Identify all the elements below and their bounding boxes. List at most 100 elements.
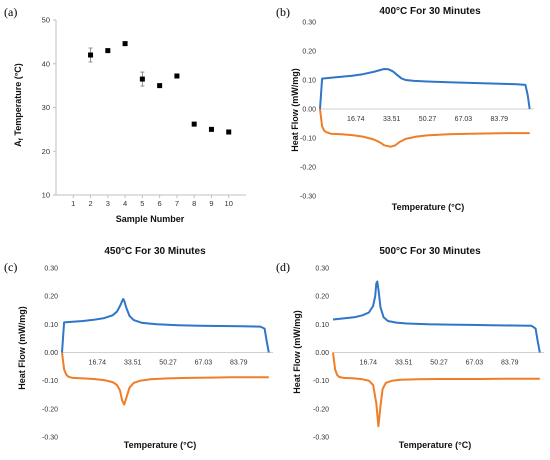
panel-c-y-tick-label: 0.10 (44, 322, 58, 329)
panel-a-y-axis-label-main: A (13, 140, 23, 147)
panel-b-series-line-1 (319, 68, 531, 110)
panel-a-data-point (226, 129, 232, 135)
panel-a-x-tick-label: 5 (140, 199, 144, 208)
panel-c-y-ticks: 0.30 0.20 0.10 0.00 -0.10 -0.20 -0.30 (42, 266, 58, 442)
panel-b-x-axis-label: Temperature (°C) (392, 202, 464, 212)
panel-c-x-tick-label: 16.74 (89, 360, 107, 367)
panel-c-x-tick-label: 33.51 (124, 360, 142, 367)
panel-d-x-tick-label: 67.03 (466, 360, 484, 367)
panel-c-y-tick-label: 0.20 (44, 294, 58, 301)
panel-d-x-axis-label: Temperature (°C) (399, 440, 471, 450)
panel-c-y-tick-label: 0.00 (44, 350, 58, 357)
panel-c-title: 450°C For 30 Minutes (104, 246, 206, 257)
panel-d-x-tick-label: 83.79 (501, 360, 519, 367)
panel-a-x-tick-label: 9 (209, 199, 213, 208)
panel-d-y-ticks: 0.30 0.20 0.10 0.00 -0.10 -0.20 -0.30 (313, 266, 329, 442)
panel-a-y-tick-label: 20 (42, 147, 50, 156)
panel-c-y-axis-label: Heat Flow (mW/mg) (17, 306, 27, 390)
panel-a-x-axis-label: Sample Number (116, 214, 185, 224)
panel-a-data-point (191, 121, 197, 127)
panel-a-data-point (122, 41, 128, 47)
panel-a-data-point (157, 83, 163, 89)
panel-a-x-tick-label: 2 (88, 199, 92, 208)
panel-c-y-tick-label: 0.30 (44, 266, 58, 273)
panel-a-x-tick-label: 7 (175, 199, 179, 208)
panel-d-y-tick-label: 0.00 (315, 350, 329, 357)
panel-a-scatter-chart: (a) 10 20 30 40 50 1 2 3 4 5 6 7 8 9 10 Sample Number… (4, 5, 246, 224)
panel-label-c: (c) (4, 260, 17, 274)
panel-a-y-tick-label: 10 (42, 191, 50, 200)
panel-a-y-tick-label: 30 (42, 103, 50, 112)
panel-b-y-tick-label: 0.00 (302, 107, 316, 114)
panel-d-y-tick-label: -0.10 (313, 378, 329, 385)
panel-b-y-ticks: 0.30 0.20 0.10 0.00 -0.10 -0.20 -0.30 (300, 20, 316, 201)
panel-b-y-tick-label: 0.30 (302, 20, 316, 27)
panel-d-y-tick-label: 0.10 (315, 322, 329, 329)
panel-b-x-tick-label: 50.27 (419, 116, 437, 123)
panel-c-x-axis-label: Temperature (°C) (124, 440, 196, 450)
panel-d-y-tick-label: 0.20 (315, 294, 329, 301)
panel-d-series-line-2 (332, 352, 540, 428)
panel-a-data-point (139, 76, 145, 82)
panel-d-x-tick-label: 16.74 (360, 360, 378, 367)
panel-b-y-axis-label: Heat Flow (mW/mg) (290, 68, 300, 152)
panel-a-data-point (105, 48, 111, 54)
panel-d-series-line-1 (332, 280, 541, 353)
panel-b-y-tick-label: 0.10 (302, 78, 316, 85)
panel-b-series (319, 68, 531, 148)
panel-d-series (332, 280, 541, 428)
panel-d-y-axis-label: Heat Flow (mW/mg) (292, 310, 302, 394)
panel-b-x-tick-label: 33.51 (383, 116, 401, 123)
panel-c-x-tick-label: 83.79 (230, 360, 248, 367)
panel-d-title: 500°C For 30 Minutes (379, 246, 481, 257)
panel-d-line-chart: (d) 500°C For 30 Minutes 0.30 0.20 0.10 0.0… (276, 246, 544, 450)
panel-b-x-tick-label: 83.79 (491, 116, 509, 123)
panel-d-x-tick-label: 33.51 (395, 360, 413, 367)
panel-b-y-tick-label: -0.10 (300, 136, 316, 143)
panel-a-y-tick-label: 50 (42, 16, 50, 25)
panel-c-x-ticks: 16.74 33.51 50.27 67.03 83.79 (89, 360, 248, 367)
panel-c-series-line-2 (61, 352, 269, 406)
panel-b-y-tick-label: -0.20 (300, 165, 316, 172)
panel-b-y-tick-label: -0.30 (300, 194, 316, 201)
panel-c-y-tick-label: -0.30 (42, 435, 58, 442)
panel-a-x-tick-label: 1 (71, 199, 75, 208)
panel-label-d: (d) (276, 260, 290, 274)
panel-b-x-tick-label: 16.74 (347, 116, 365, 123)
panel-b-x-tick-label: 67.03 (455, 116, 473, 123)
panel-b-series-line-2 (319, 108, 530, 148)
panel-label-a: (a) (4, 5, 17, 19)
panel-c-series-line-1 (61, 298, 270, 353)
panel-d-x-ticks: 16.74 33.51 50.27 67.03 83.79 (360, 360, 519, 367)
panel-a-data-point (174, 73, 180, 79)
panel-a-x-ticks: 1 2 3 4 5 6 7 8 9 10 (71, 195, 233, 208)
panel-label-b: (b) (276, 5, 290, 19)
panel-b-y-tick-label: 0.20 (302, 49, 316, 56)
panel-d-y-tick-label: 0.30 (315, 266, 329, 273)
panel-c-x-tick-label: 67.03 (195, 360, 213, 367)
panel-a-x-tick-label: 3 (106, 199, 110, 208)
panel-a-data-point (208, 126, 214, 132)
panel-a-data-points (88, 41, 232, 135)
panel-d-y-tick-label: -0.30 (313, 435, 329, 442)
panel-c-series (61, 298, 270, 406)
panel-d-y-tick-label: -0.20 (313, 406, 329, 413)
panel-a-y-axis-label-rest: Temperature (°C) (13, 63, 23, 138)
panel-c-x-tick-label: 50.27 (159, 360, 177, 367)
panel-a-x-tick-label: 10 (225, 199, 233, 208)
panel-a-y-axis-label: Af Temperature (°C) (13, 63, 25, 147)
panel-c-line-chart: (c) 450°C For 30 Minutes 0.30 0.20 0.10 0.0… (4, 246, 273, 450)
panel-d-x-tick-label: 50.27 (430, 360, 448, 367)
panel-c-y-tick-label: -0.20 (42, 406, 58, 413)
panel-a-x-tick-label: 6 (158, 199, 162, 208)
panel-c-y-tick-label: -0.10 (42, 378, 58, 385)
panel-a-data-point (88, 52, 94, 58)
panel-a-y-ticks: 10 20 30 40 50 (42, 16, 56, 200)
panel-a-y-axis-label-subscript: f (18, 137, 25, 140)
panel-a-x-tick-label: 8 (192, 199, 196, 208)
panel-a-x-tick-label: 4 (123, 199, 127, 208)
panel-b-line-chart: (b) 400°C For 30 Minutes 0.30 0.20 0.10 0.0… (276, 5, 534, 212)
panel-b-x-ticks: 16.74 33.51 50.27 67.03 83.79 (347, 116, 508, 123)
panel-a-y-tick-label: 40 (42, 59, 50, 68)
